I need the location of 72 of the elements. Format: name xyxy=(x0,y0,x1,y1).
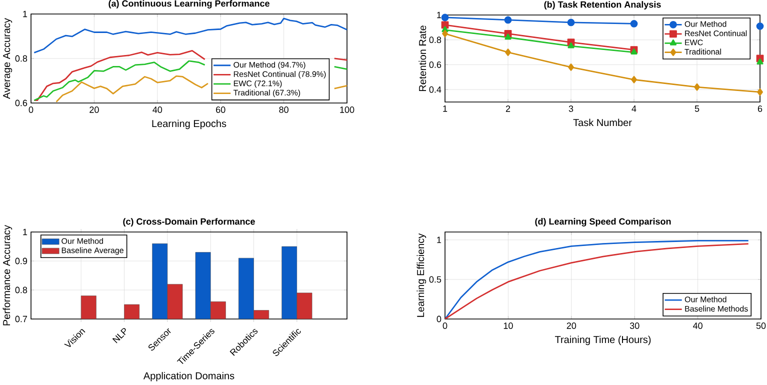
x-tick-label: 80 xyxy=(279,106,288,113)
y-tick-label: 1 xyxy=(437,236,442,243)
point xyxy=(756,58,764,64)
x-tick-label: 40 xyxy=(693,322,702,329)
y-tick-label: 1 xyxy=(23,228,28,236)
y-tick-label: 0.5 xyxy=(429,276,442,283)
x-tick-label: 20 xyxy=(90,106,99,113)
point xyxy=(505,48,511,56)
x-tick-label: 10 xyxy=(504,322,513,329)
x-tick-label: 4 xyxy=(632,106,636,112)
x-axis-title: Training Time (Hours) xyxy=(554,336,651,346)
point xyxy=(442,30,448,38)
y-axis-title: Retention Rate xyxy=(418,26,426,92)
legend-label: EWC (72.1%) xyxy=(234,80,282,88)
y-axis-title: Performance Accuracy xyxy=(2,224,12,326)
line-series xyxy=(33,18,348,54)
x-tick-label: 50 xyxy=(756,322,766,329)
x-tick-label: 1 xyxy=(443,106,448,112)
legend-label: Our Method xyxy=(684,21,726,27)
chart-title: (b) Task Retention Analysis xyxy=(544,1,661,10)
chart-title: (c) Cross-Domain Performance xyxy=(123,218,255,226)
x-tick-label: 0 xyxy=(28,106,34,113)
point xyxy=(568,63,574,71)
point xyxy=(694,83,700,91)
y-tick-label: 0.6 xyxy=(15,100,28,106)
point xyxy=(504,16,512,24)
point xyxy=(504,34,512,40)
y-tick-label: 0.8 xyxy=(15,55,28,62)
x-tick-label: 0 xyxy=(442,322,448,329)
legend-label: Traditional xyxy=(684,48,721,55)
point xyxy=(568,42,574,48)
legend-label: Traditional (67.3%) xyxy=(233,90,300,98)
x-axis-title: Application Domains xyxy=(143,372,234,382)
x-tick-label: 100 xyxy=(340,106,354,113)
y-tick-label: 0.9 xyxy=(15,258,28,264)
x-tick-label: 3 xyxy=(568,106,574,112)
chart-title: (d) Learning Speed Comparison xyxy=(535,218,671,226)
y-axis-title: Learning Efficiency xyxy=(416,233,426,317)
x-tick-label: 2 xyxy=(506,106,510,112)
y-tick-label: 0.7 xyxy=(15,316,28,322)
x-tick-label: 30 xyxy=(630,322,640,329)
legend-label: Our Method xyxy=(62,238,103,244)
y-tick-label: 1 xyxy=(23,10,28,18)
point xyxy=(757,88,763,96)
point xyxy=(630,20,638,28)
x-tick-label: 5 xyxy=(694,106,700,112)
point xyxy=(631,76,637,84)
x-tick-label: 20 xyxy=(566,322,576,329)
legend-label: EWC xyxy=(685,40,703,46)
chart-title: (a) Continuous Learning Performance xyxy=(108,0,270,8)
legend-label: Our Method xyxy=(684,296,726,302)
y-tick-label: 0 xyxy=(436,316,442,322)
y-tick-label: 0.8 xyxy=(429,36,442,44)
y-tick-label: 1 xyxy=(437,12,442,18)
y-tick-label: 0.4 xyxy=(429,86,442,93)
legend-label: Baseline Methods xyxy=(685,306,748,312)
y-tick-label: 0.6 xyxy=(429,62,442,68)
point xyxy=(441,14,449,22)
x-tick-label: 6 xyxy=(758,106,762,112)
legend-label: Baseline Average xyxy=(62,247,124,255)
x-tick-label: 60 xyxy=(216,106,226,113)
point xyxy=(756,22,764,30)
legend-label: ResNet Continual (78.9%) xyxy=(234,71,326,78)
y-axis-title: Average Accuracy xyxy=(3,18,12,99)
legend-label: Our Method (94.7%) xyxy=(234,62,306,70)
point xyxy=(630,48,638,54)
y-tick-label: 0.8 xyxy=(15,286,28,294)
legend-label: ResNet Continual xyxy=(685,30,747,36)
x-tick-label: 40 xyxy=(152,106,162,113)
point xyxy=(567,18,575,26)
x-axis-title: Task Number xyxy=(573,118,632,126)
x-axis-title: Learning Epochs xyxy=(152,120,226,130)
